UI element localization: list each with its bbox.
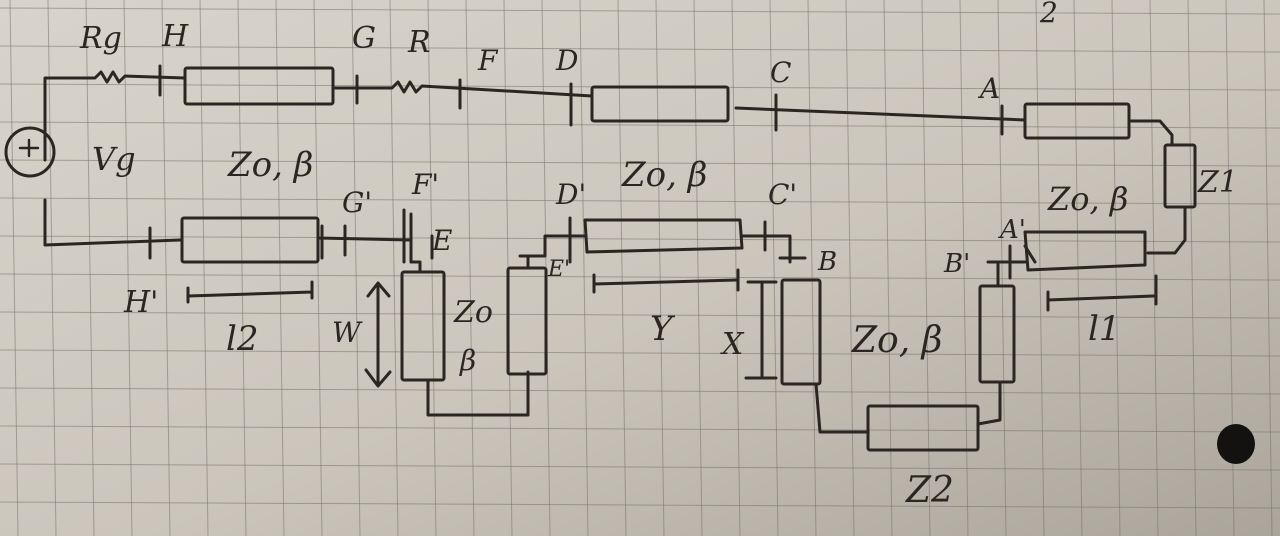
label-f-prime: F' <box>411 168 439 201</box>
grid-line-vertical <box>237 0 247 536</box>
grid-line-vertical <box>769 0 779 536</box>
grid-line-vertical <box>921 0 931 536</box>
diagram-labels: 2 Rg H G R F D C A Vg Zo, β G' F' E D' E… <box>79 0 1238 511</box>
label-g-prime: G' <box>342 186 372 219</box>
grid-line-vertical <box>85 0 95 536</box>
grid-line-vertical <box>997 0 1007 536</box>
label-rg: Rg <box>79 21 122 56</box>
grid-line-vertical <box>1263 0 1273 536</box>
label-beta-stub: β <box>459 344 476 377</box>
grid-line-horizontal <box>0 159 1280 167</box>
grid-line-vertical <box>845 0 855 536</box>
label-zo-beta-4: Zo, β <box>851 320 942 361</box>
grid-line-vertical <box>313 0 323 536</box>
grid-line-vertical <box>47 0 57 536</box>
wires <box>4 64 1197 452</box>
grid-line-horizontal <box>0 235 1280 243</box>
label-z1: Z1 <box>1197 165 1238 200</box>
label-w: W <box>332 316 363 349</box>
label-l2: l2 <box>226 319 259 359</box>
grid-line-horizontal <box>0 349 1280 357</box>
label-c-prime: C' <box>768 178 797 211</box>
grid-line-vertical <box>9 0 19 536</box>
label-c: C <box>770 56 791 89</box>
label-z2: Z2 <box>905 470 954 511</box>
label-h: H <box>161 19 189 54</box>
label-r: R <box>407 25 431 60</box>
grid-line-vertical <box>123 0 133 536</box>
grid-line-horizontal <box>0 501 1280 509</box>
grid-line-vertical <box>275 0 285 536</box>
ink-dot <box>1217 424 1255 464</box>
grid-line-vertical <box>959 0 969 536</box>
grid-line-vertical <box>807 0 817 536</box>
grid-line-vertical <box>161 0 171 536</box>
corner-mark: 2 <box>1039 0 1058 29</box>
label-d-prime: D' <box>555 178 586 211</box>
grid-line-horizontal <box>0 121 1280 129</box>
grid-line-vertical <box>199 0 209 536</box>
label-f: F <box>477 44 499 77</box>
label-y: Y <box>650 309 676 349</box>
grid-line-vertical <box>693 0 703 536</box>
label-a: A <box>977 72 1000 105</box>
grid-line-horizontal <box>0 7 1280 15</box>
grid-line-horizontal <box>0 387 1280 395</box>
label-b-prime: B' <box>943 249 970 279</box>
grid-line-horizontal <box>0 463 1280 471</box>
label-x: X <box>720 327 745 362</box>
grid-line-horizontal <box>0 425 1280 433</box>
label-vg: Vg <box>92 140 136 178</box>
grid-line-vertical <box>883 0 893 536</box>
grid-line-vertical <box>731 0 741 536</box>
label-h-prime: H' <box>123 285 158 320</box>
label-zo-beta-1: Zo, β <box>227 145 313 185</box>
label-e: E <box>431 224 452 257</box>
label-zo-stub: Zo <box>453 295 493 330</box>
label-l1: l1 <box>1088 309 1121 349</box>
grid-line-vertical <box>617 0 627 536</box>
grid-line-vertical <box>579 0 589 536</box>
grid-line-horizontal <box>0 311 1280 319</box>
label-d: D <box>555 44 578 77</box>
label-g: G <box>352 21 376 56</box>
label-b: B <box>817 247 837 277</box>
grid-line-horizontal <box>0 197 1280 205</box>
grid-line-vertical <box>427 0 437 536</box>
grid-line-vertical <box>655 0 665 536</box>
label-e-prime: E' <box>547 257 570 282</box>
label-zo-beta-3: Zo, β <box>1047 180 1128 218</box>
grid-line-horizontal <box>0 45 1280 53</box>
grid-line-horizontal <box>0 273 1280 281</box>
label-a-prime: A' <box>998 215 1026 245</box>
label-zo-beta-2: Zo, β <box>621 155 707 195</box>
